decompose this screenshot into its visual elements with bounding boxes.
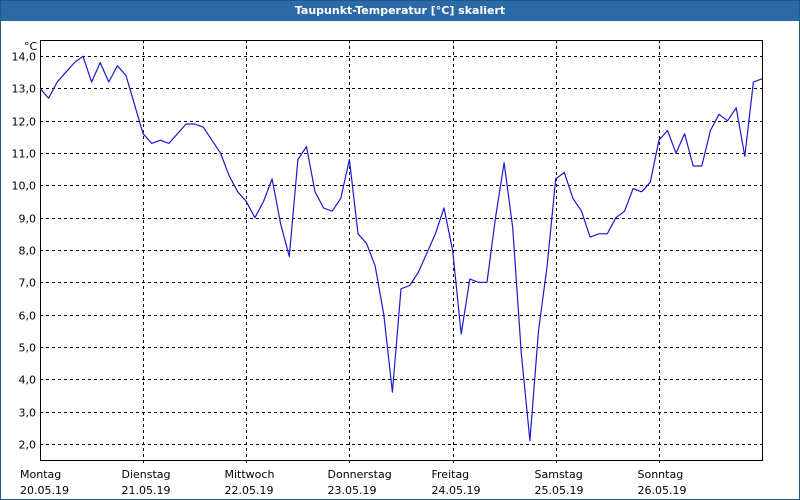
x-tick-date-label: 21.05.19 <box>122 484 171 497</box>
y-tick-label: 12,0 <box>12 116 37 129</box>
series-layer <box>39 55 763 442</box>
y-tick-label: 11,0 <box>12 148 37 161</box>
y-tick-label: 2,0 <box>19 439 37 452</box>
x-tick-day-label: Samstag <box>535 468 583 481</box>
y-tick-label: 10,0 <box>12 180 37 193</box>
chart-title: Taupunkt-Temperatur [°C] skaliert <box>1 1 799 21</box>
y-tick-label: 7,0 <box>19 277 37 290</box>
x-tick-date-label: 24.05.19 <box>432 484 481 497</box>
x-tick-date-label: 26.05.19 <box>638 484 687 497</box>
series-line-0 <box>39 55 763 442</box>
x-tick-date-label: 20.05.19 <box>20 484 69 497</box>
x-tick-day-label: Mittwoch <box>225 468 275 481</box>
y-axis-unit: °C <box>24 40 38 53</box>
x-tick-day-label: Freitag <box>432 468 470 481</box>
x-tick-day-label: Dienstag <box>122 468 171 481</box>
y-tick-label: 8,0 <box>19 245 37 258</box>
y-tick-label: 13,0 <box>12 83 37 96</box>
x-tick-date-label: 23.05.19 <box>328 484 377 497</box>
y-tick-label: 5,0 <box>19 342 37 355</box>
y-tick-label: 3,0 <box>19 407 37 420</box>
x-tick-day-label: Montag <box>20 468 61 481</box>
y-tick-label: 9,0 <box>19 213 37 226</box>
x-tick-labels: Montag 20.05.19 Dienstag 21.05.19 Mittwoch 22… <box>20 468 686 497</box>
x-tick-day-label: Sonntag <box>638 468 684 481</box>
x-tick-date-label: 25.05.19 <box>535 484 584 497</box>
grid-layer <box>40 40 762 464</box>
y-tick-labels: 2,0 3,0 4,0 5,0 6,0 7,0 8,0 9,0 10,0 11,0 12,0 13,0… <box>12 51 37 452</box>
x-tick-day-label: Donnerstag <box>328 468 392 481</box>
y-tick-label: 14,0 <box>12 51 37 64</box>
x-tick-date-label: 22.05.19 <box>225 484 274 497</box>
y-tick-label: 6,0 <box>19 310 37 323</box>
plot-area-border <box>40 40 763 461</box>
y-tick-label: 4,0 <box>19 374 37 387</box>
